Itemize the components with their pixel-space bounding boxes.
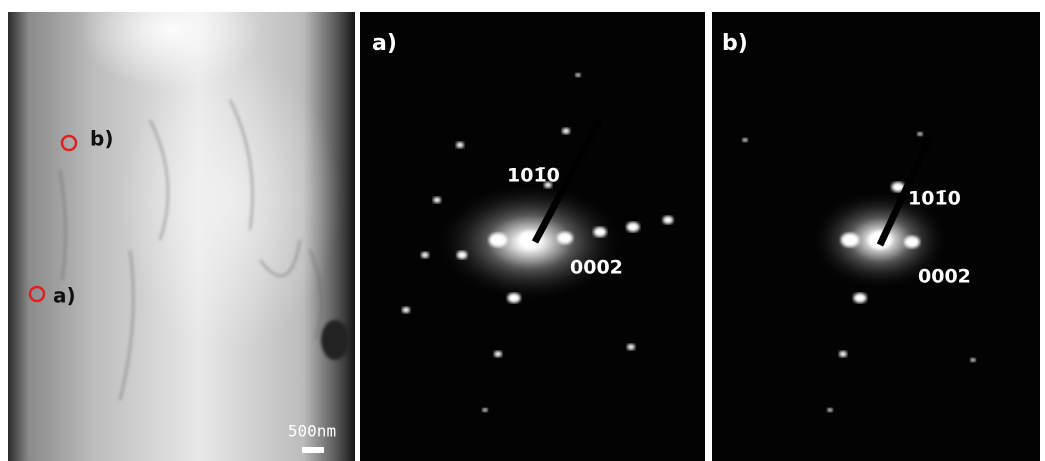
diffraction-spot — [970, 358, 975, 362]
diffraction-spot — [494, 351, 502, 357]
bright-region — [120, 50, 340, 350]
panel-label: b) — [722, 31, 748, 56]
page: b) a) 500nm a) 101̄0 0002 b) 101̄0 0002 … — [0, 0, 1045, 461]
diffraction-spot — [457, 251, 467, 259]
diffraction-spot — [742, 138, 747, 142]
diffraction-spot — [557, 232, 573, 244]
annotation: 101̄0 — [908, 188, 961, 210]
diffraction-spot — [562, 128, 570, 134]
dark-feature — [321, 320, 349, 360]
panel-label: a) — [372, 31, 397, 56]
diffraction-spot — [917, 132, 922, 136]
diffraction-spot — [839, 351, 847, 357]
diffraction-spot — [663, 216, 673, 224]
diffraction-spot — [854, 293, 867, 303]
diffraction-spot — [456, 142, 464, 148]
diffraction-spot — [433, 197, 441, 203]
figure: b) a) 500nm a) 101̄0 0002 b) 101̄0 0002 — [0, 0, 1045, 461]
annotation: 101̄0 — [507, 165, 560, 187]
diffraction-spot — [827, 408, 832, 412]
diffraction-spot — [594, 227, 607, 237]
diffraction-spot — [482, 408, 487, 412]
diffraction-spot — [575, 73, 580, 77]
marker-label: b) — [90, 127, 113, 151]
scale-bar — [302, 447, 324, 453]
diffraction-spot — [627, 344, 635, 350]
diffraction-spot — [904, 236, 920, 248]
marker-label: a) — [53, 284, 76, 308]
diffraction-spot — [627, 222, 640, 232]
diffraction-spot — [421, 252, 429, 258]
scale-bar-label: 500nm — [288, 422, 336, 441]
diffraction-spot — [402, 307, 410, 313]
diffraction-spot — [841, 233, 859, 247]
diffraction-spot — [489, 233, 507, 247]
annotation: 0002 — [918, 266, 971, 288]
diffraction-spot — [508, 293, 521, 303]
annotation: 0002 — [570, 257, 623, 279]
